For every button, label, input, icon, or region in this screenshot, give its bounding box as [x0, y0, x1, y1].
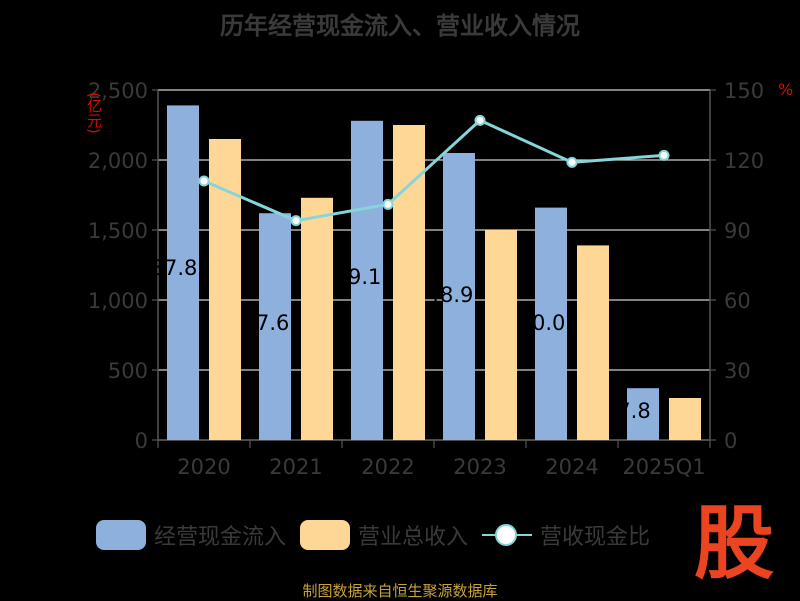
bar-series1	[443, 153, 475, 440]
bar-series1	[167, 105, 199, 441]
x-tick-label: 2021	[269, 455, 322, 479]
data-label: 17.6	[243, 311, 290, 335]
legend-item-series2[interactable]: 营业总收入	[300, 519, 468, 551]
y-tick-label-left: 2,500	[88, 79, 148, 103]
y-tick-label-right: 0	[724, 429, 737, 453]
y-axis-right-title: %	[778, 80, 794, 99]
x-tick-label: 2023	[453, 455, 506, 479]
bar-series1	[535, 207, 567, 440]
y-axis-left-title: (亿元)	[85, 92, 103, 134]
bar-series2	[301, 197, 333, 440]
legend-label-series3: 营收现金比	[540, 525, 651, 550]
y-tick-label-left: 500	[108, 359, 148, 383]
y-tick-label-left: 0	[135, 429, 148, 453]
point-series3	[658, 149, 670, 161]
bar-series1	[627, 388, 659, 440]
data-label: 50.0	[519, 311, 566, 335]
chart-title: 历年经营现金流入、营业收入情况	[220, 12, 580, 40]
data-label: 79.1	[335, 265, 382, 289]
y-tick-label-right: 60	[724, 289, 751, 313]
bar-series1	[259, 213, 291, 440]
legend-item-series1[interactable]: 经营现金流入	[96, 519, 286, 551]
watermark-stamp: 股	[694, 497, 774, 590]
bar-series2	[485, 230, 517, 440]
y-tick-label-left: 1,500	[88, 219, 148, 243]
x-tick-label: 2022	[361, 455, 414, 479]
legend-swatch-series2	[300, 520, 351, 550]
y-tick-label-right: 120	[724, 149, 764, 173]
legend-label-series2: 营业总收入	[358, 525, 469, 550]
y-tick-label-left: 1,000	[88, 289, 148, 313]
x-tick-label: 2020	[177, 455, 230, 479]
legend: 经营现金流入 营业总收入 营收现金比	[96, 518, 650, 552]
bar-series1	[351, 120, 383, 441]
point-series3	[382, 198, 394, 210]
point-series3	[198, 175, 210, 187]
point-series3	[474, 114, 486, 126]
bar-series2	[577, 245, 609, 440]
legend-line-marker-series3	[482, 520, 533, 550]
legend-item-series3[interactable]: 营收现金比	[482, 519, 650, 551]
y-tick-label-right: 150	[724, 79, 764, 103]
x-tick-label: 2025Q1	[622, 455, 705, 479]
legend-swatch-series1	[96, 520, 146, 550]
data-label: 7.8	[617, 399, 650, 423]
y-tick-label-left: 2,000	[88, 149, 148, 173]
data-label: 37.8	[151, 256, 198, 280]
source-note: 制图数据来自恒生聚源数据库	[302, 582, 498, 600]
y-tick-label-right: 90	[724, 219, 751, 243]
point-series3	[566, 156, 578, 168]
y-tick-label-right: 30	[724, 359, 751, 383]
line-series3	[203, 118, 665, 223]
point-series3	[290, 215, 302, 227]
bar-series2	[669, 398, 701, 440]
legend-label-series1: 经营现金流入	[154, 525, 287, 550]
x-tick-label: 2024	[545, 455, 598, 479]
data-label: 48.9	[427, 283, 474, 307]
bar-series2	[393, 125, 425, 440]
